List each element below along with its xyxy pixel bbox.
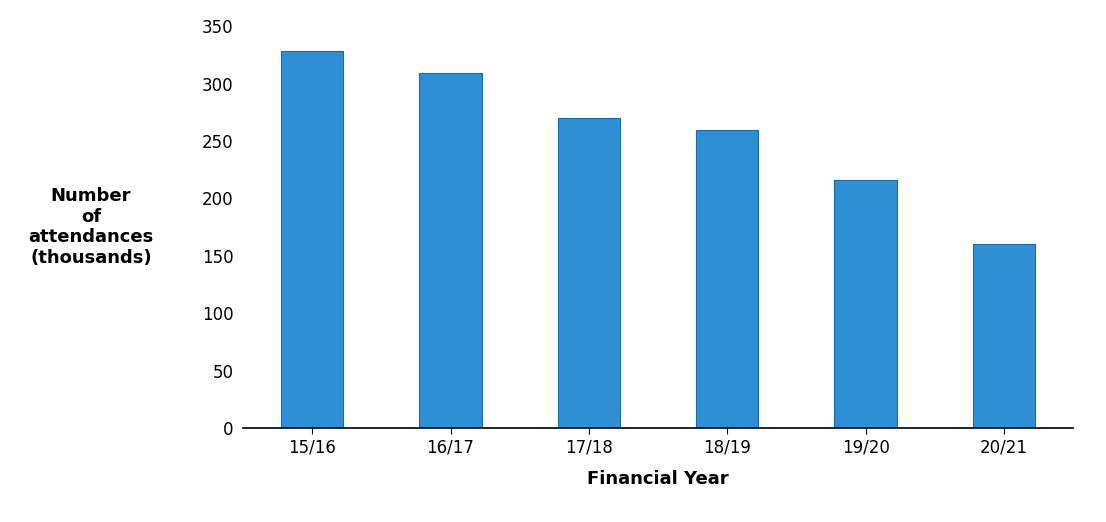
Bar: [419, 73, 481, 428]
Bar: [696, 130, 759, 428]
Y-axis label: Number
of
attendances
(thousands): Number of attendances (thousands): [29, 187, 154, 267]
Bar: [835, 180, 897, 428]
Bar: [973, 244, 1035, 428]
X-axis label: Financial Year: Financial Year: [587, 470, 729, 489]
Bar: [557, 117, 620, 428]
Bar: [281, 52, 343, 428]
